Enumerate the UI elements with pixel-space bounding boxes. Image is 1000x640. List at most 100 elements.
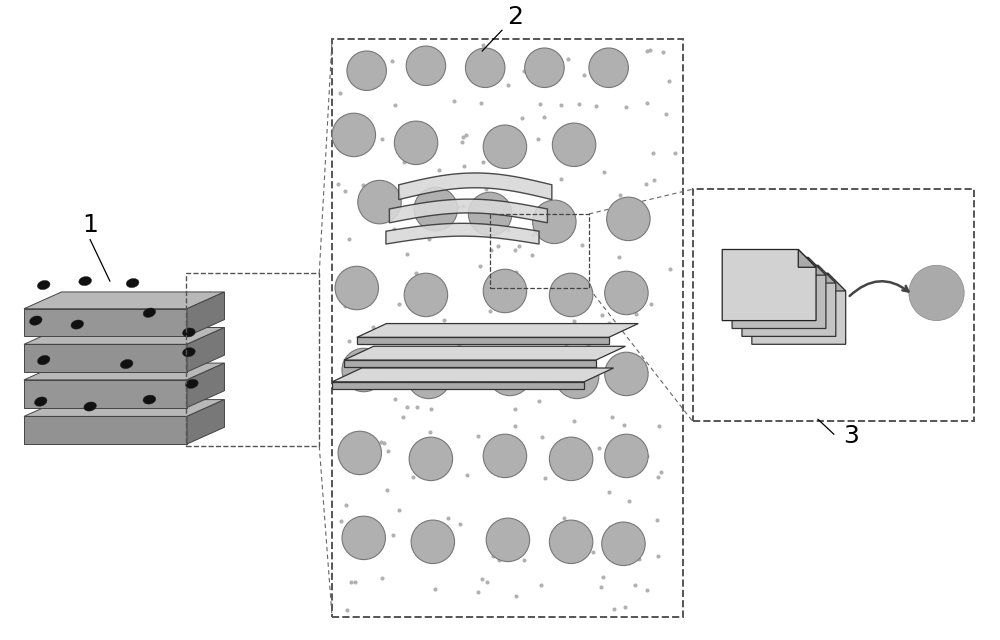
Point — [604, 412, 620, 422]
Point — [442, 545, 458, 556]
Polygon shape — [332, 382, 584, 388]
Circle shape — [488, 352, 532, 396]
Point — [472, 260, 488, 271]
Point — [532, 99, 548, 109]
Point — [645, 148, 661, 158]
Circle shape — [525, 48, 564, 88]
Point — [595, 572, 611, 582]
Point — [452, 351, 468, 362]
Text: 3: 3 — [843, 424, 859, 448]
Polygon shape — [24, 399, 224, 417]
Circle shape — [338, 431, 381, 475]
Point — [386, 224, 402, 234]
Point — [499, 524, 515, 534]
Point — [551, 358, 567, 369]
Point — [425, 186, 441, 196]
Point — [449, 367, 465, 378]
Point — [492, 524, 508, 534]
Point — [642, 45, 658, 55]
Polygon shape — [818, 266, 836, 283]
Circle shape — [409, 437, 453, 481]
Point — [387, 100, 403, 110]
Point — [391, 299, 407, 309]
Point — [601, 318, 617, 328]
Point — [485, 550, 501, 561]
Point — [617, 602, 633, 612]
Point — [612, 190, 628, 200]
Point — [609, 301, 625, 311]
Point — [507, 403, 523, 413]
Circle shape — [605, 434, 648, 477]
Point — [409, 401, 425, 412]
Polygon shape — [808, 257, 826, 275]
Point — [374, 573, 390, 583]
Point — [658, 109, 674, 119]
Point — [628, 309, 644, 319]
Point — [530, 134, 546, 144]
Polygon shape — [332, 368, 614, 382]
Point — [395, 412, 411, 422]
Circle shape — [342, 348, 385, 392]
Circle shape — [404, 273, 448, 317]
Point — [525, 229, 541, 239]
Point — [422, 428, 438, 438]
Circle shape — [607, 197, 650, 241]
Point — [616, 420, 632, 430]
Point — [533, 580, 549, 590]
Circle shape — [465, 48, 505, 88]
Point — [653, 467, 669, 477]
Polygon shape — [24, 328, 224, 344]
Point — [374, 134, 390, 144]
Point — [337, 301, 353, 311]
Point — [470, 431, 486, 441]
Point — [355, 180, 371, 190]
Point — [553, 100, 569, 110]
Point — [615, 277, 631, 287]
Point — [427, 584, 443, 595]
Point — [452, 518, 468, 529]
Polygon shape — [187, 363, 224, 408]
Point — [624, 461, 640, 472]
Point — [347, 577, 363, 587]
Ellipse shape — [37, 355, 50, 365]
Point — [475, 40, 491, 50]
Point — [421, 234, 437, 244]
Point — [667, 148, 683, 158]
Point — [451, 340, 467, 350]
Point — [399, 402, 415, 412]
Polygon shape — [187, 328, 224, 372]
Point — [601, 486, 617, 497]
Circle shape — [555, 355, 599, 399]
Point — [531, 396, 547, 406]
Point — [662, 264, 678, 275]
Point — [639, 585, 655, 595]
Point — [343, 577, 359, 587]
Bar — [490, 214, 589, 288]
Point — [508, 267, 524, 277]
Polygon shape — [389, 199, 547, 223]
Circle shape — [468, 192, 512, 236]
Point — [338, 500, 354, 510]
Circle shape — [602, 522, 645, 566]
Point — [352, 269, 368, 280]
Point — [643, 299, 659, 309]
Point — [596, 166, 612, 177]
Point — [341, 336, 357, 346]
Circle shape — [335, 266, 379, 310]
Point — [423, 460, 439, 470]
Circle shape — [928, 284, 939, 295]
Point — [332, 88, 348, 98]
Point — [591, 442, 607, 452]
Circle shape — [909, 266, 964, 321]
Point — [470, 587, 486, 597]
Circle shape — [549, 273, 593, 317]
Circle shape — [407, 355, 451, 399]
Point — [408, 268, 424, 278]
Point — [558, 339, 574, 349]
Point — [559, 547, 575, 557]
Polygon shape — [798, 250, 816, 268]
Point — [602, 522, 618, 532]
Point — [650, 472, 666, 482]
Point — [380, 446, 396, 456]
Point — [631, 554, 647, 564]
